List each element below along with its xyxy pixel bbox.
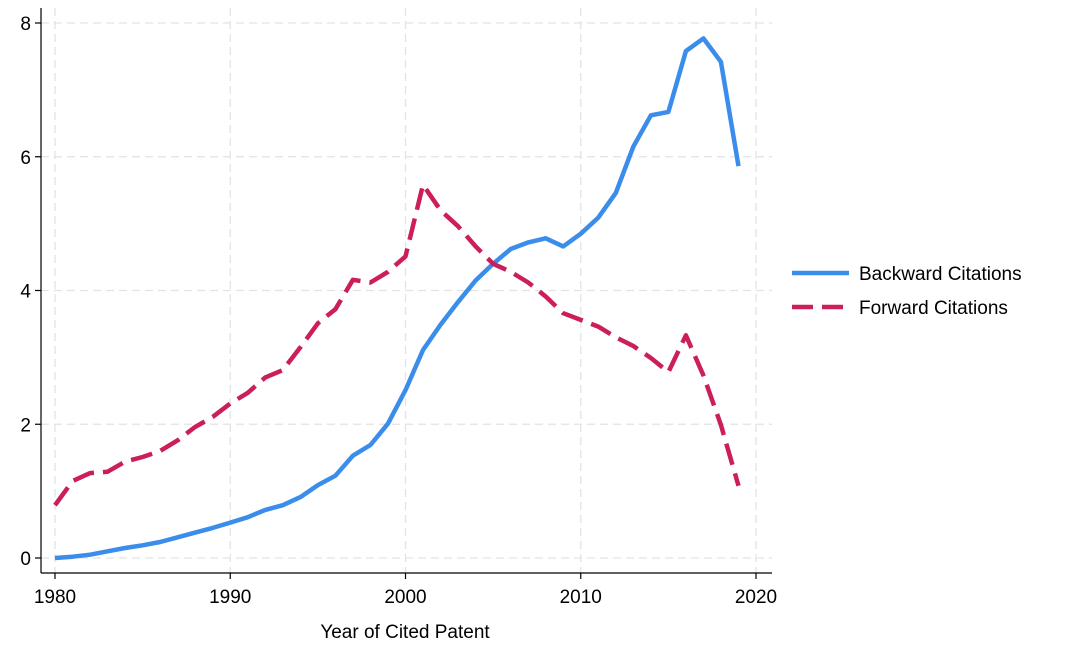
x-tick-label: 1990 <box>209 587 251 608</box>
x-tick-label: 1980 <box>34 587 76 608</box>
y-tick-label: 2 <box>20 415 31 436</box>
x-tick-label: 2010 <box>560 587 602 608</box>
forward-citations-legend-label: Forward Citations <box>859 298 1008 319</box>
axes: 0 2 4 6 8 1980 1990 2000 2010 2020 <box>20 8 777 608</box>
gridlines <box>41 8 772 573</box>
y-tick-label: 0 <box>20 549 31 570</box>
backward-citations-legend-label: Backward Citations <box>859 264 1022 285</box>
legend: Backward Citations Forward Citations <box>792 264 1022 319</box>
data-series <box>53 36 741 561</box>
y-tick-label: 8 <box>20 14 31 35</box>
x-tick-label: 2000 <box>384 587 426 608</box>
x-tick-label: 2020 <box>735 587 777 608</box>
forward-citations-line <box>53 182 741 507</box>
x-axis-title: Year of Cited Patent <box>320 622 490 643</box>
y-tick-label: 6 <box>20 148 31 169</box>
backward-citations-line <box>54 36 741 561</box>
y-tick-label: 4 <box>20 282 31 303</box>
